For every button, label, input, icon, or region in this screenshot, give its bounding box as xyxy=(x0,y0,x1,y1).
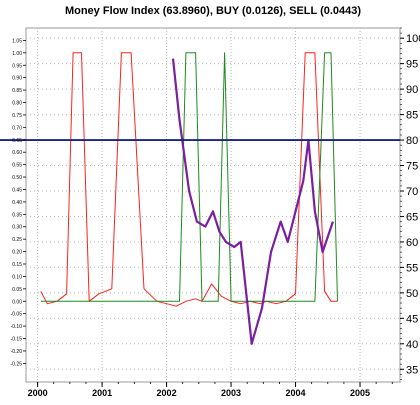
left-tick-label: 0.45 xyxy=(12,187,22,193)
left-tick-label: 0.90 xyxy=(12,76,22,82)
chart-title: Money Flow Index (63.8960), BUY (0.0126)… xyxy=(65,5,361,17)
left-tick-label: 0.80 xyxy=(12,101,22,107)
left-tick-label: 1.05 xyxy=(12,38,22,44)
right-tick-label: 45 xyxy=(406,313,418,325)
right-tick-label: 75 xyxy=(406,161,418,173)
right-tick-label: 35 xyxy=(406,364,418,376)
right-tick-label: 70 xyxy=(406,186,418,198)
left-tick-label: 0.85 xyxy=(12,88,22,94)
right-tick-label: 40 xyxy=(406,339,418,351)
right-tick-label: 90 xyxy=(406,84,418,96)
left-tick-label: -0.15 xyxy=(11,337,23,343)
right-tick-label: 85 xyxy=(406,110,418,122)
plot-area xyxy=(25,27,401,383)
left-tick-label: 0.35 xyxy=(12,212,22,218)
left-tick-label: 0.10 xyxy=(12,274,22,280)
right-tick-label: 100 xyxy=(406,33,420,45)
left-tick-label: 0.30 xyxy=(12,225,22,231)
series-layer xyxy=(40,52,338,345)
left-tick-label: -0.10 xyxy=(11,324,23,330)
left-tick-label: 0.05 xyxy=(12,287,22,293)
left-tick-label: 0.55 xyxy=(12,163,22,169)
left-tick-label: -0.20 xyxy=(11,349,23,355)
left-tick-label: 0.00 xyxy=(12,299,22,305)
left-tick-label: -0.05 xyxy=(11,312,23,318)
left-tick-label: 0.75 xyxy=(12,113,22,119)
left-tick-label: 0.60 xyxy=(12,150,22,156)
x-tick-label: 2002 xyxy=(157,388,177,398)
x-tick-label: 2001 xyxy=(92,388,112,398)
series-line-sell xyxy=(40,52,338,307)
series-line-mfi xyxy=(171,58,334,345)
right-tick-label: 50 xyxy=(406,288,418,300)
right-tick-label: 80 xyxy=(406,135,418,147)
left-tick-label: 0.20 xyxy=(12,250,22,256)
right-tick-label: 55 xyxy=(406,262,418,274)
left-tick-label: 0.50 xyxy=(12,175,22,181)
x-tick-label: 2005 xyxy=(350,388,370,398)
x-axis: 2000 2001 2002 2003 2004 2005 xyxy=(28,382,393,398)
left-tick-label: 0.70 xyxy=(12,125,22,131)
right-tick-label: 65 xyxy=(406,211,418,223)
x-tick-label: 2000 xyxy=(28,388,48,398)
left-tick-label: 1.00 xyxy=(12,51,22,57)
left-tick-label: 0.25 xyxy=(12,237,22,243)
left-tick-label: 0.15 xyxy=(12,262,22,268)
x-tick-label: 2004 xyxy=(286,388,306,398)
left-tick-label: 0.65 xyxy=(12,138,22,144)
x-tick-label: 2003 xyxy=(221,388,241,398)
left-tick-label: 0.95 xyxy=(12,63,22,69)
right-tick-label: 60 xyxy=(406,237,418,249)
grid-lines xyxy=(26,28,400,382)
series-line-buy xyxy=(40,52,338,302)
right-axis: 35 40 45 50 55 60 65 70 75 80 85 90 95 100 xyxy=(400,27,420,380)
left-tick-label: -0.25 xyxy=(11,361,23,367)
right-tick-label: 95 xyxy=(406,59,418,71)
left-axis: -0.25 -0.20 -0.15 -0.10 -0.05 0.00 0.05 0.10 0.1… xyxy=(11,38,26,367)
left-tick-label: 0.40 xyxy=(12,200,22,206)
